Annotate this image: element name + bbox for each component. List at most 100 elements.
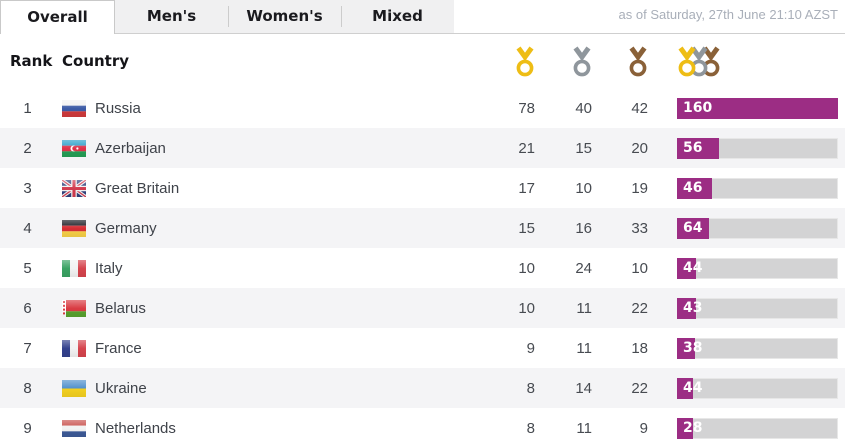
total-count: 46 <box>683 179 703 196</box>
country-name: France <box>95 339 142 357</box>
total-bar: 56 <box>677 137 838 159</box>
table-row: 8 Ukraine 8 14 22 44 <box>0 368 845 408</box>
total-bar-cell: 28 <box>648 417 845 439</box>
gold-count: 21 <box>518 139 535 157</box>
table-row: 1 Russia 78 40 42 160 <box>0 88 845 128</box>
total-bar-cell: 160 <box>648 97 845 119</box>
country-flag-icon <box>62 379 86 397</box>
total-bar-cell: 43 <box>648 297 845 319</box>
bronze-medal-icon <box>592 46 648 77</box>
bronze-count: 22 <box>631 299 648 317</box>
rank-cell: 1 <box>23 99 32 117</box>
total-count: 44 <box>683 379 703 396</box>
table-row: 7 France 9 11 18 38 <box>0 328 845 368</box>
bronze-count: 18 <box>631 339 648 357</box>
gold-count: 8 <box>526 419 535 437</box>
country-flag-icon <box>62 99 86 117</box>
bronze-count: 20 <box>631 139 648 157</box>
country-flag-icon <box>62 339 86 357</box>
total-count: 28 <box>683 419 703 436</box>
table-body: 1 Russia 78 40 42 160 2 Azerbaijan 21 15 20 56 3 Grea… <box>0 88 845 448</box>
country-cell: Ukraine <box>55 379 475 397</box>
bronze-count: 10 <box>631 259 648 277</box>
total-bar-fill <box>677 137 719 159</box>
table-row: 3 Great Britain 17 10 19 46 <box>0 168 845 208</box>
country-cell: Belarus <box>55 299 475 317</box>
gold-count: 8 <box>526 379 535 397</box>
gold-count: 9 <box>526 339 535 357</box>
tab-overall[interactable]: Overall <box>0 0 115 34</box>
total-count: 38 <box>683 339 703 356</box>
country-cell: Netherlands <box>55 419 475 437</box>
silver-count: 14 <box>575 379 592 397</box>
gold-count: 78 <box>518 99 535 117</box>
total-bar-cell: 38 <box>648 337 845 359</box>
tab-mixed[interactable]: Mixed <box>341 0 454 33</box>
total-count: 160 <box>683 99 713 116</box>
silver-count: 11 <box>576 339 592 357</box>
country-name: Germany <box>95 219 157 237</box>
rank-cell: 7 <box>23 339 32 357</box>
total-bar: 46 <box>677 177 838 199</box>
silver-medal-icon <box>535 46 592 77</box>
tab-list: Overall Men's Women's Mixed <box>0 0 845 34</box>
country-name: Belarus <box>95 299 146 317</box>
silver-count: 40 <box>575 99 592 117</box>
country-name: Russia <box>95 99 141 117</box>
timestamp: as of Saturday, 27th June 21:10 AZST <box>618 7 838 22</box>
silver-count: 16 <box>575 219 592 237</box>
country-name: Great Britain <box>95 179 180 197</box>
country-flag-icon <box>62 419 86 437</box>
total-bar-fill <box>677 377 694 399</box>
country-name: Azerbaijan <box>95 139 166 157</box>
total-bar-fill <box>677 257 697 279</box>
country-cell: Azerbaijan <box>55 139 475 157</box>
gold-count: 17 <box>518 179 535 197</box>
tab-women-s[interactable]: Women's <box>228 0 341 33</box>
silver-count: 24 <box>575 259 592 277</box>
bronze-count: 9 <box>639 419 648 437</box>
bronze-count: 19 <box>631 179 648 197</box>
country-name: Italy <box>95 259 123 277</box>
rank-cell: 5 <box>23 259 32 277</box>
rank-cell: 4 <box>23 219 32 237</box>
total-bar: 28 <box>677 417 838 439</box>
total-bar: 44 <box>677 257 838 279</box>
tab-men-s[interactable]: Men's <box>115 0 228 33</box>
country-flag-icon <box>62 219 86 237</box>
table-row: 9 Netherlands 8 11 9 28 <box>0 408 845 448</box>
rank-cell: 9 <box>23 419 32 437</box>
total-count: 56 <box>683 139 703 156</box>
country-cell: Great Britain <box>55 179 475 197</box>
gold-count: 10 <box>518 299 535 317</box>
total-bar: 64 <box>677 217 838 239</box>
gold-count: 15 <box>518 219 535 237</box>
country-flag-icon <box>62 179 86 197</box>
total-bar: 160 <box>677 97 838 119</box>
total-bar-cell: 56 <box>648 137 845 159</box>
total-bar-cell: 44 <box>648 377 845 399</box>
total-bar: 43 <box>677 297 838 319</box>
gold-medal-icon <box>475 46 535 77</box>
total-bar-fill <box>677 417 694 439</box>
country-cell: France <box>55 339 475 357</box>
country-name: Netherlands <box>95 419 176 437</box>
rank-column-header: Rank <box>10 52 53 70</box>
total-count: 44 <box>683 259 703 276</box>
country-cell: Italy <box>55 259 475 277</box>
total-medals-icon <box>648 46 845 77</box>
silver-count: 11 <box>576 419 592 437</box>
table-row: 6 Belarus 10 11 22 43 <box>0 288 845 328</box>
bronze-count: 42 <box>631 99 648 117</box>
country-column-header: Country <box>62 52 130 70</box>
total-bar-cell: 64 <box>648 217 845 239</box>
silver-count: 10 <box>575 179 592 197</box>
gold-count: 10 <box>518 259 535 277</box>
total-bar: 44 <box>677 377 838 399</box>
tab-bar: Overall Men's Women's Mixed as of Saturday,… <box>0 0 845 34</box>
total-bar-cell: 44 <box>648 257 845 279</box>
total-bar: 38 <box>677 337 838 359</box>
rank-cell: 8 <box>23 379 32 397</box>
silver-count: 15 <box>575 139 592 157</box>
